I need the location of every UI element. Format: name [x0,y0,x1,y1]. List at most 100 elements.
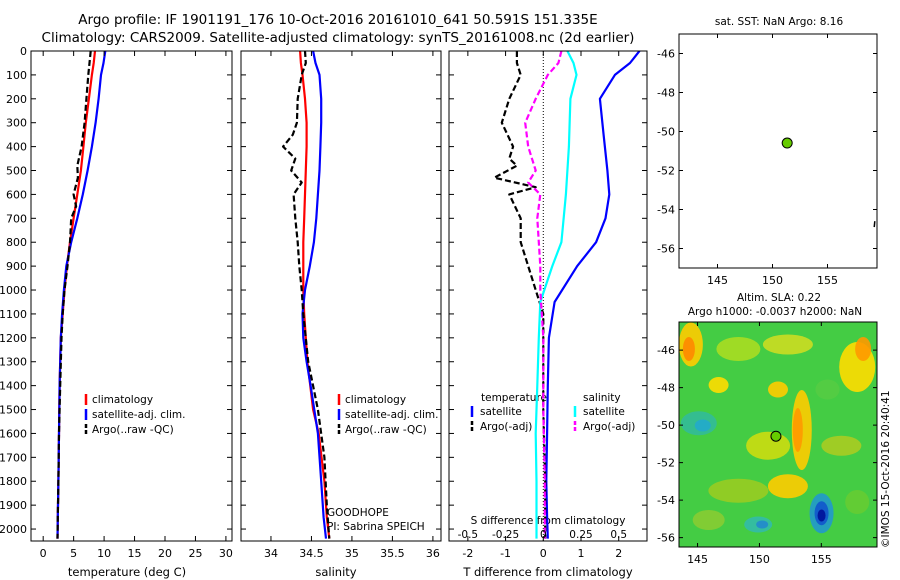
y-tick-label: 800 [6,236,27,249]
sla-anomaly-patch [682,337,695,361]
sla-anomaly-patch [768,381,788,398]
x-tick-label: 2 [615,547,622,560]
legend-label-satellite: satellite-adj. clim. [92,409,185,421]
legend-label-temp-argo: Argo(-adj) [480,421,532,433]
temperature-frame [30,50,233,542]
x-tick-label: 20 [158,547,172,560]
salinity-legend: climatology satellite-adj. clim. Argo(..… [337,394,438,436]
series-line-temperature-satellite [545,51,641,539]
x-tick-label: 35.5 [380,547,405,560]
y-tick-label: -46 [657,344,675,357]
y-tick-label: 100 [6,69,27,82]
legend-label-climatology: climatology [345,394,406,406]
sla_map-frame [678,321,878,548]
y-tick-label: -46 [657,48,675,61]
x2-tick-label: 0 [540,529,547,541]
difference-panel: T difference from climatology S differen… [462,392,635,579]
salinity-frame [240,50,442,542]
series-line-argo-raw-qc [282,51,331,539]
sla-anomaly-patch [821,435,862,456]
sla-map-subtitle: Argo h1000: -0.0037 h2000: NaN [688,306,862,318]
x-tick-label: -1 [500,547,511,560]
x-tick-label: 10 [97,547,111,560]
x-tick-label: -2 [462,547,473,560]
sla-anomaly-patch [756,520,769,529]
x-tick-label: 36 [426,547,440,560]
y-tick-label: 1500 [0,404,27,417]
sla-map-title: Altim. SLA: 0.22 [737,292,821,304]
x-tick-label: 145 [707,274,728,287]
y-tick-label: -56 [657,532,675,545]
x-tick-label: 0 [40,547,47,560]
x2-tick-label: 0.5 [610,529,627,541]
sla-anomaly-patch [708,377,729,393]
series-line-satellite-adj-clim [56,51,107,539]
salinity-panel: salinity climatology satellite-adj. clim… [315,394,438,579]
salinity-plot: 34 34.5 35 35.5 36 [240,50,442,560]
x-tick-label: 150 [749,553,770,566]
difference-series [493,51,641,539]
coastline [873,221,876,228]
difference-legend: temperature salinity satellite Argo(-adj… [470,392,635,433]
header-line2: Climatology: CARS2009. Satellite-adjuste… [42,30,635,46]
y-tick-label: 1600 [0,427,27,440]
y-tick-label: 1300 [0,356,27,369]
x-tick-label: 15 [128,547,142,560]
sla-anomaly-patch [716,337,761,361]
x2-tick-label: 0.25 [569,529,592,541]
sla-anomaly-patch [694,419,711,432]
y-tick-label: 900 [6,260,27,273]
legend-label-argo: Argo(..raw -QC) [92,424,174,436]
y-tick-label: 0 [20,45,27,58]
y-tick-label: 400 [6,141,27,154]
sla-anomaly-patch [845,490,870,514]
argo-location-marker [770,430,782,442]
series-line-salinity-satellite [534,51,578,539]
y-tick-label: 600 [6,188,27,201]
y-tick-label: 300 [6,117,27,130]
sla-anomaly-patch [817,509,826,522]
x-tick-label: 34 [264,547,278,560]
sla-anomaly-patch [767,474,808,499]
project-annotation: GOODHOPE [327,507,389,519]
y-tick-label: -50 [657,419,675,432]
y-tick-label: 700 [6,212,27,225]
legend-label-satellite: satellite-adj. clim. [345,409,438,421]
temperature-legend: climatology satellite-adj. clim. Argo(..… [84,394,185,436]
temperature-xlabel: temperature (deg C) [68,565,186,579]
y-tick-label: -54 [657,204,675,217]
x-tick-label: 34.5 [299,547,324,560]
y-tick-label: 1100 [0,308,27,321]
y-tick-label: 1900 [0,499,27,512]
legend-title-salinity: salinity [583,392,621,404]
y-tick-label: 1800 [0,475,27,488]
x-tick-label: 5 [70,547,77,560]
y-tick-label: -52 [657,165,675,178]
sst-map-title: sat. SST: NaN Argo: 8.16 [715,16,844,28]
x-tick-label: 35 [345,547,359,560]
legend-label-temp-satellite: satellite [480,406,522,418]
series-line-temperature-argo-adj [493,51,547,539]
y-tick-label: -54 [657,494,675,507]
y-tick-label: 500 [6,165,27,178]
x-tick-label: 30 [219,547,233,560]
legend-label-argo: Argo(..raw -QC) [345,424,427,436]
difference-xlabel: T difference from climatology [462,565,633,579]
salinity-series [282,51,331,539]
difference-frame [448,50,648,542]
y-tick-label: -48 [657,382,675,395]
x-tick-label: 145 [687,553,708,566]
sla-anomaly-patch [792,408,803,452]
sla-anomaly-patch [762,334,813,355]
temperature-panel: temperature (deg C) climatology satellit… [68,394,186,579]
sla_map-plot: -46 -48 -50 -52 -54 -56 145 150 155 [657,321,878,566]
y-tick-label: 2000 [0,523,27,536]
y-tick-label: 1200 [0,332,27,345]
y-tick-label: -48 [657,87,675,100]
series-line-satellite-adj-clim [301,51,328,539]
x-tick-label: 1 [578,547,585,560]
sla-anomaly-patch [692,510,725,530]
x-tick-label: 25 [188,547,202,560]
y-tick-label: -56 [657,243,675,256]
